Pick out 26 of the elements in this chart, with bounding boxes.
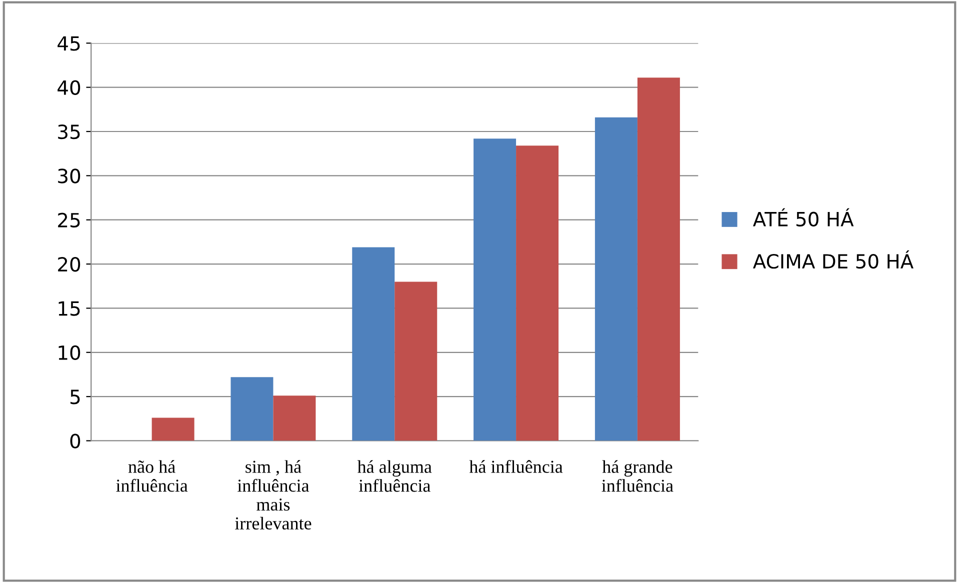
bar (230, 377, 274, 441)
bar (152, 418, 194, 441)
bar (594, 117, 638, 441)
y-tick-label: 10 (58, 345, 80, 360)
legend-label: ACIMA DE 50 HÁ (752, 250, 914, 269)
y-tick-label: 30 (58, 168, 80, 184)
x-tick-label: há alguma influência (357, 460, 432, 492)
bar (474, 138, 516, 441)
x-tick-label: não há influência (116, 460, 188, 492)
x-tick-label: há influência (469, 460, 563, 473)
y-tick-label: 40 (58, 80, 80, 95)
legend-label: ATÉ 50 HÁ (752, 208, 854, 227)
bar (273, 396, 316, 441)
bar (516, 146, 559, 441)
y-tick-label: 45 (58, 36, 80, 51)
x-tick-label: há grande influência (602, 460, 674, 492)
y-tick-label: 25 (58, 212, 80, 228)
bar (637, 78, 680, 441)
y-tick-label: 0 (70, 434, 80, 448)
x-tick-label: sim , há influência mais irrelevante (235, 460, 312, 530)
bar (352, 247, 395, 441)
y-tick-label: 15 (58, 301, 80, 316)
y-tick-label: 35 (58, 124, 80, 140)
bar (394, 282, 438, 441)
y-tick-label: 5 (70, 390, 80, 404)
y-tick-label: 20 (58, 256, 80, 272)
